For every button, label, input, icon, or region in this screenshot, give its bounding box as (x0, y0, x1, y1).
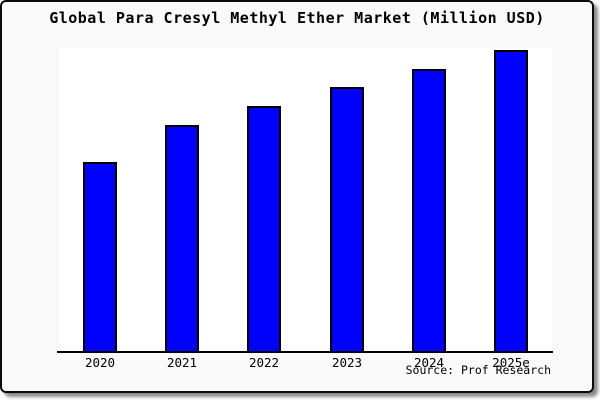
bar-2023 (330, 87, 364, 351)
x-axis-line (57, 351, 553, 353)
bar-2020 (83, 162, 117, 351)
source-credit: Source: Prof Research (405, 363, 551, 377)
bar-2022 (247, 106, 281, 351)
chart-card: Global Para Cresyl Methyl Ether Market (… (0, 0, 594, 393)
x-tick-label-2021: 2021 (166, 355, 198, 370)
bar-2021 (165, 125, 199, 351)
x-tick-label-2022: 2022 (248, 355, 280, 370)
x-tick-label-2024: 2024 (413, 355, 445, 370)
x-tick-label-2023: 2023 (331, 355, 363, 370)
bar-2024 (412, 69, 446, 351)
plot-area (57, 48, 553, 353)
x-axis-labels: 2020 2021 2022 2023 2024 2025e (59, 355, 552, 371)
x-tick-label-2020: 2020 (84, 355, 116, 370)
x-tick-label-2025e: 2025e (492, 355, 530, 370)
chart-title: Global Para Cresyl Methyl Ether Market (… (49, 9, 545, 27)
bar-2025e (494, 50, 528, 351)
